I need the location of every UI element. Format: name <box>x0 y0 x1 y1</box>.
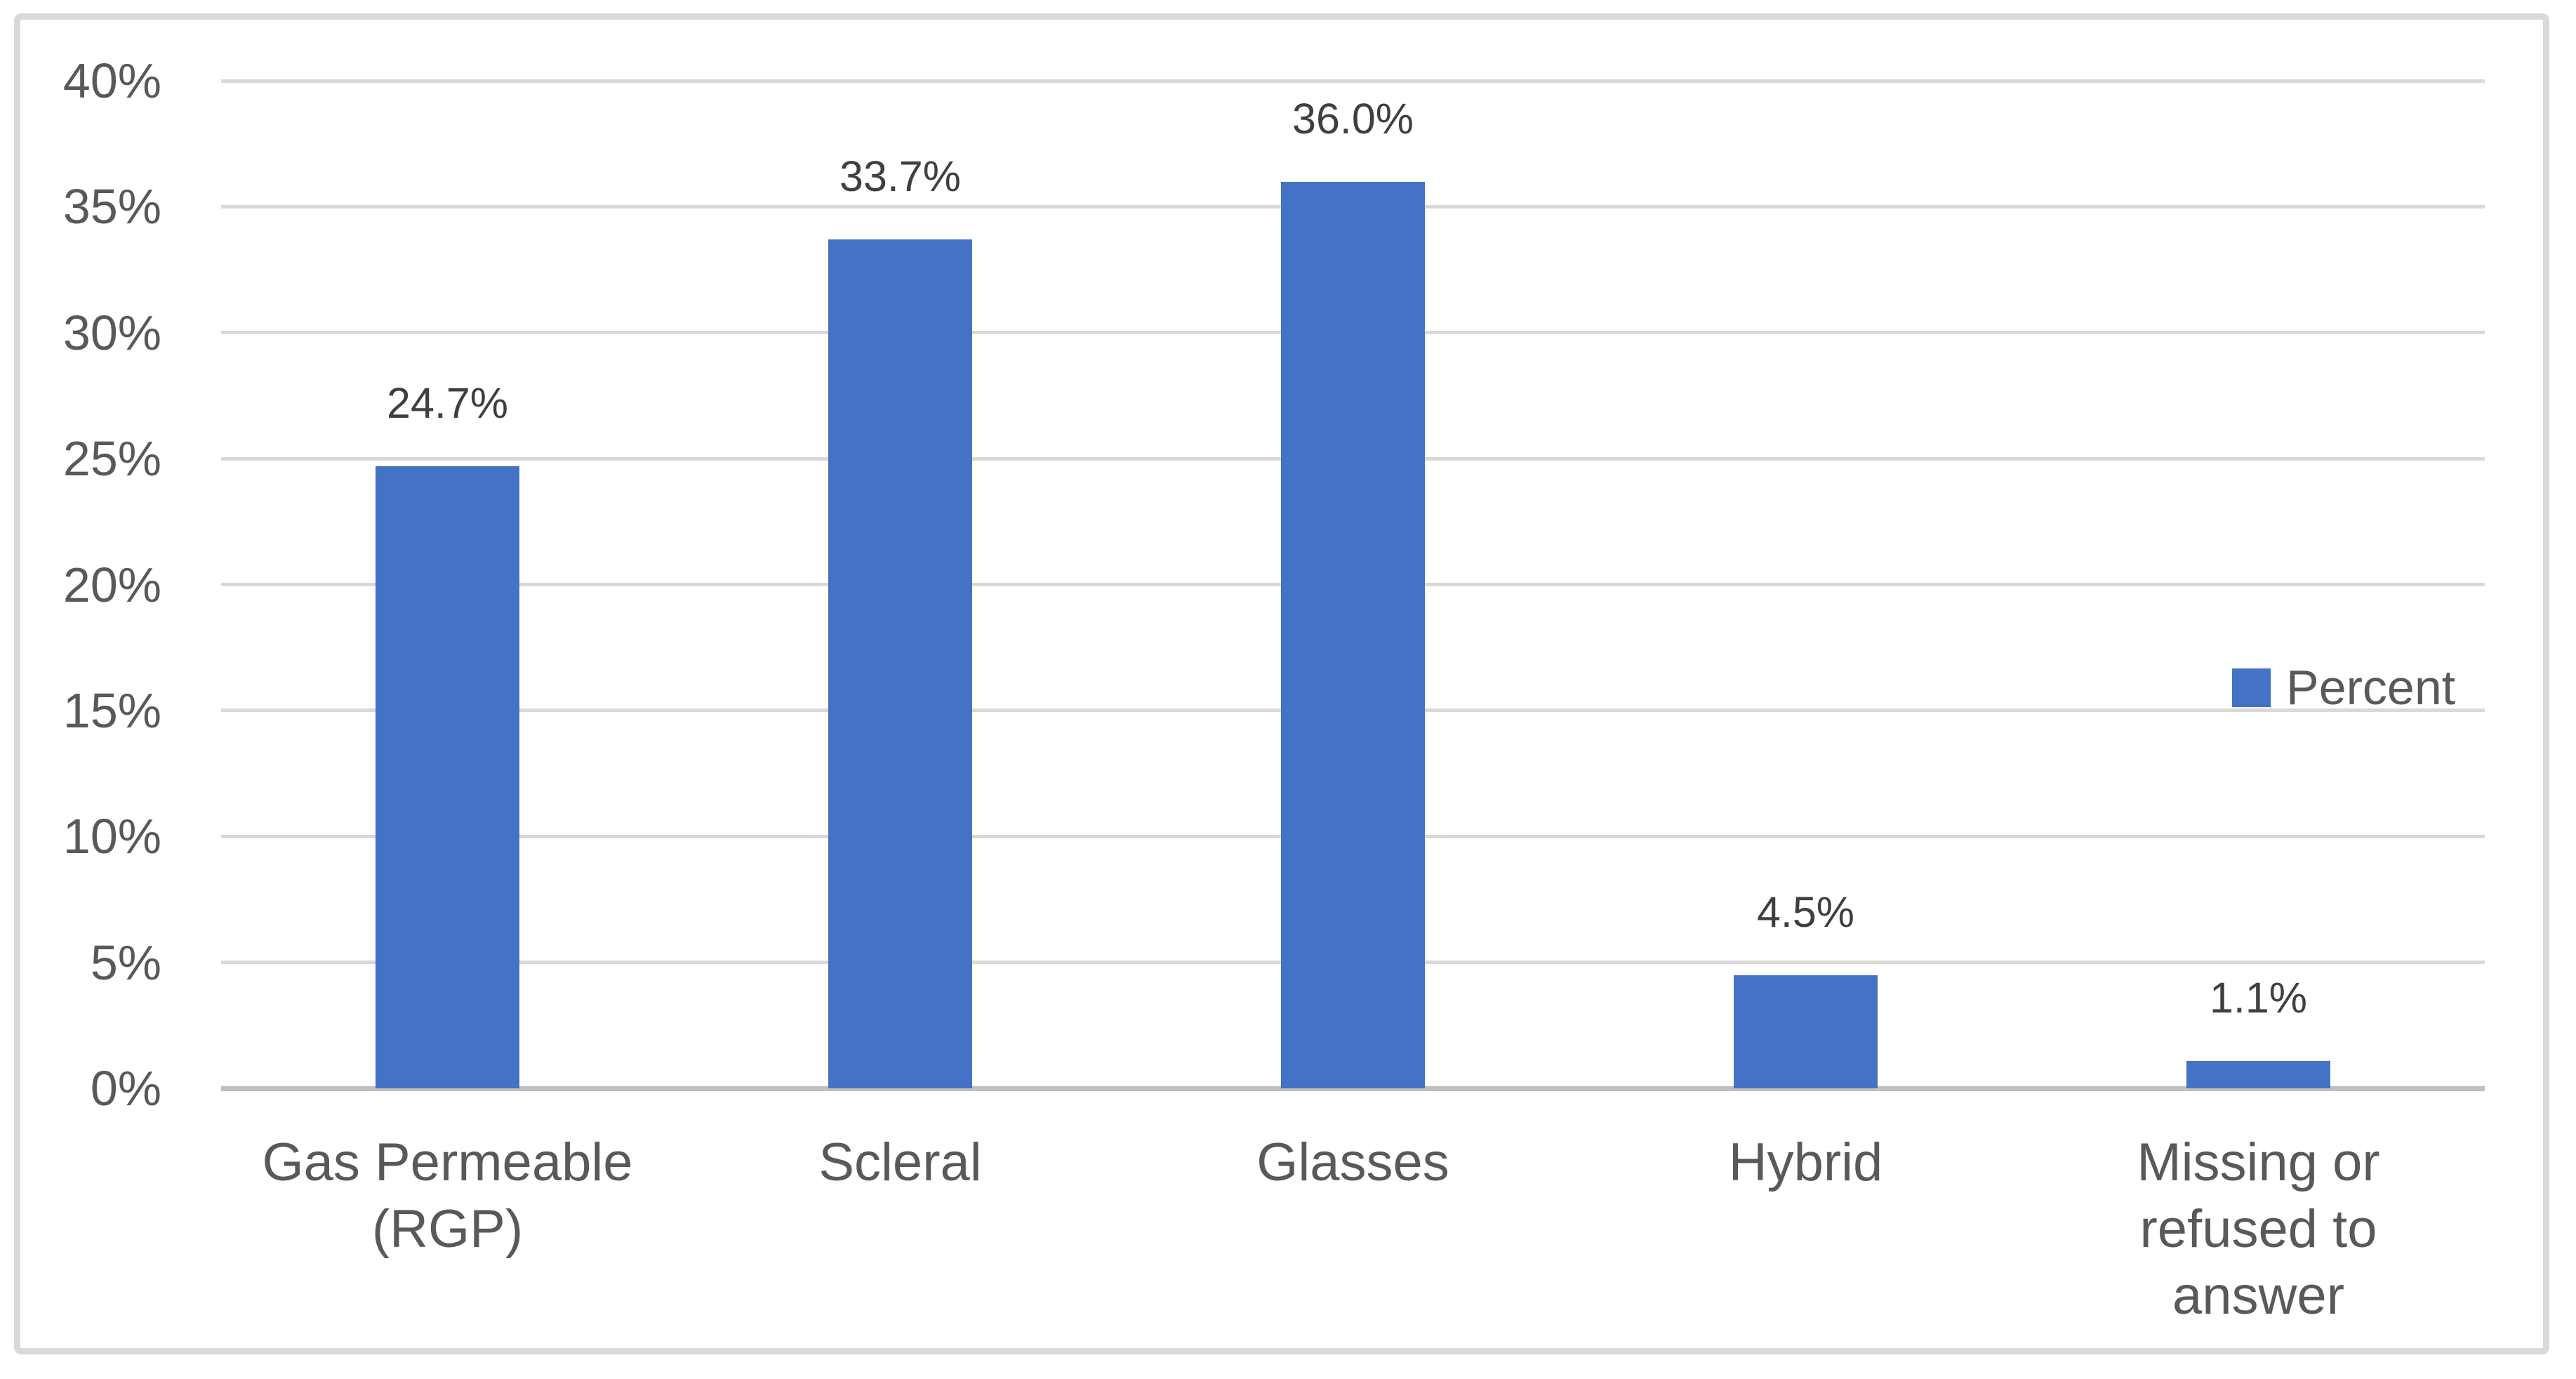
chart-border <box>14 13 2549 1354</box>
gridline <box>221 79 2485 83</box>
bar <box>1734 975 1878 1088</box>
plot-area: 24.7% 33.7% 36.0% 4.5% 1.1% <box>221 79 2485 1091</box>
bar <box>2186 1060 2330 1088</box>
bar <box>1281 181 1425 1088</box>
x-axis-category-label: Missing or refused to answer <box>2137 1133 2380 1326</box>
bar-value-label: 24.7% <box>387 378 508 427</box>
x-axis-category-label: Glasses <box>1256 1133 1449 1192</box>
y-axis-tick-label: 10% <box>62 809 161 864</box>
legend: Percent <box>2232 663 2455 712</box>
bar-value-label: 1.1% <box>2209 973 2308 1022</box>
legend-marker-swatch <box>2232 668 2271 707</box>
bar-value-label: 36.0% <box>1292 94 1414 143</box>
y-axis-tick-label: 5% <box>90 935 161 990</box>
y-axis-tick-label: 40% <box>62 53 161 108</box>
x-axis-line <box>221 1086 2485 1091</box>
y-axis-tick-label: 35% <box>62 179 161 235</box>
y-axis-tick-label: 0% <box>90 1061 161 1116</box>
x-axis-category-label: Gas Permeable (RGP) <box>262 1133 633 1259</box>
bar <box>828 239 972 1088</box>
x-axis-category-label: Hybrid <box>1728 1133 1883 1192</box>
y-axis-tick-label: 25% <box>62 431 161 487</box>
bar <box>376 466 519 1088</box>
x-axis-category-label: Scleral <box>818 1133 982 1192</box>
legend-label: Percent <box>2286 660 2456 715</box>
bar-value-label: 4.5% <box>1756 888 1855 936</box>
y-axis-tick-label: 20% <box>62 557 161 612</box>
bar-value-label: 33.7% <box>839 152 961 200</box>
y-axis-tick-label: 30% <box>62 305 161 360</box>
y-axis-tick-label: 15% <box>62 682 161 738</box>
